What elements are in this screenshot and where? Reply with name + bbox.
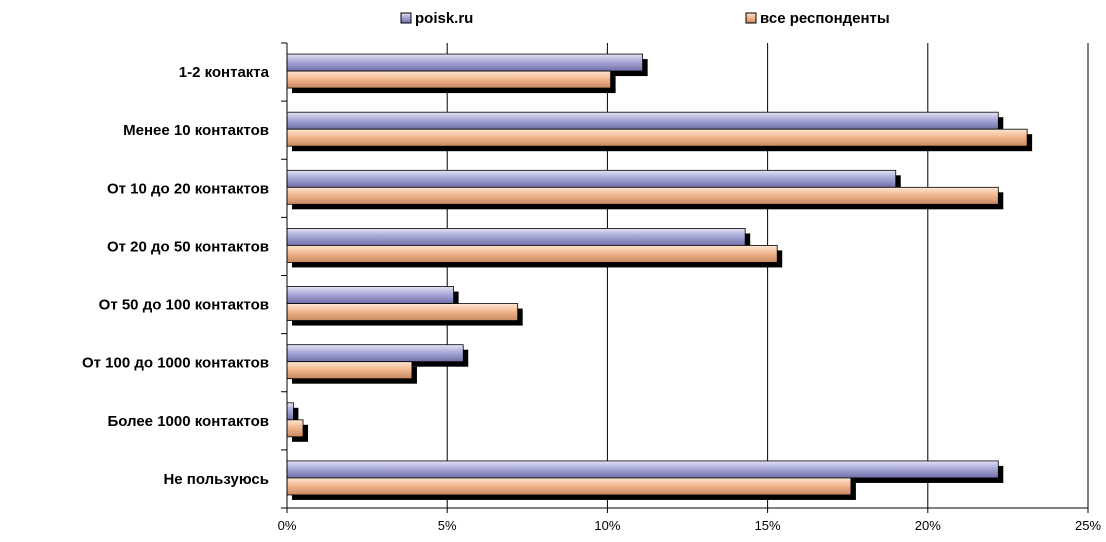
- x-tick-label-0: 0%: [278, 518, 297, 533]
- category-label-7: Не пользуюсь: [163, 471, 269, 488]
- bar-0-3: [286, 228, 746, 246]
- legend-entry-1: все респонденты: [745, 10, 890, 27]
- legend-label-1: все респонденты: [760, 10, 890, 27]
- x-tick-label-2: 10%: [594, 518, 620, 533]
- bar-1-0: [286, 70, 612, 89]
- x-tick-labels: 0% 5% 10% 15% 20% 25%: [278, 518, 1102, 533]
- legend-swatch-1: [745, 12, 757, 24]
- legend-label-0: poisk.ru: [415, 10, 473, 27]
- bar-0-1: [286, 111, 999, 130]
- bar-0-4: [286, 286, 455, 304]
- bar-shadow-0-6: [292, 407, 299, 425]
- bars: [286, 53, 1033, 500]
- bar-1-1: [286, 128, 1028, 147]
- bar-1-3: [286, 245, 778, 263]
- category-label-2: От 10 до 20 контактов: [107, 180, 269, 197]
- bar-1-6: [286, 419, 304, 438]
- bar-0-6: [286, 402, 294, 421]
- bar-1-5: [286, 361, 413, 380]
- axes: [281, 42, 1089, 513]
- category-label-0: 1-2 контакта: [179, 64, 270, 81]
- x-tick-label-4: 20%: [915, 518, 941, 533]
- bar-0-2: [286, 169, 897, 188]
- category-label-1: Менее 10 контактов: [123, 122, 269, 139]
- legend: poisk.ru все респонденты: [400, 10, 890, 27]
- bar-0-5: [286, 344, 464, 363]
- legend-swatch-0: [400, 12, 412, 24]
- bar-0-0: [286, 53, 644, 72]
- legend-entry-0: poisk.ru: [400, 10, 473, 27]
- bar-1-4: [286, 303, 519, 321]
- x-tick-label-1: 5%: [438, 518, 457, 533]
- category-label-5: От 100 до 1000 контактов: [82, 355, 269, 372]
- category-label-4: От 50 до 100 контактов: [99, 297, 269, 314]
- x-tick-label-5: 25%: [1075, 518, 1101, 533]
- bar-0-7: [286, 460, 999, 479]
- category-label-3: От 20 до 50 контактов: [107, 238, 269, 255]
- x-tick-label-3: 15%: [755, 518, 781, 533]
- category-labels: 1-2 контакта Менее 10 контактов От 10 до 2…: [82, 64, 270, 488]
- bar-1-7: [286, 477, 852, 496]
- bar-1-2: [286, 186, 999, 205]
- category-label-6: Более 1000 контактов: [107, 413, 269, 430]
